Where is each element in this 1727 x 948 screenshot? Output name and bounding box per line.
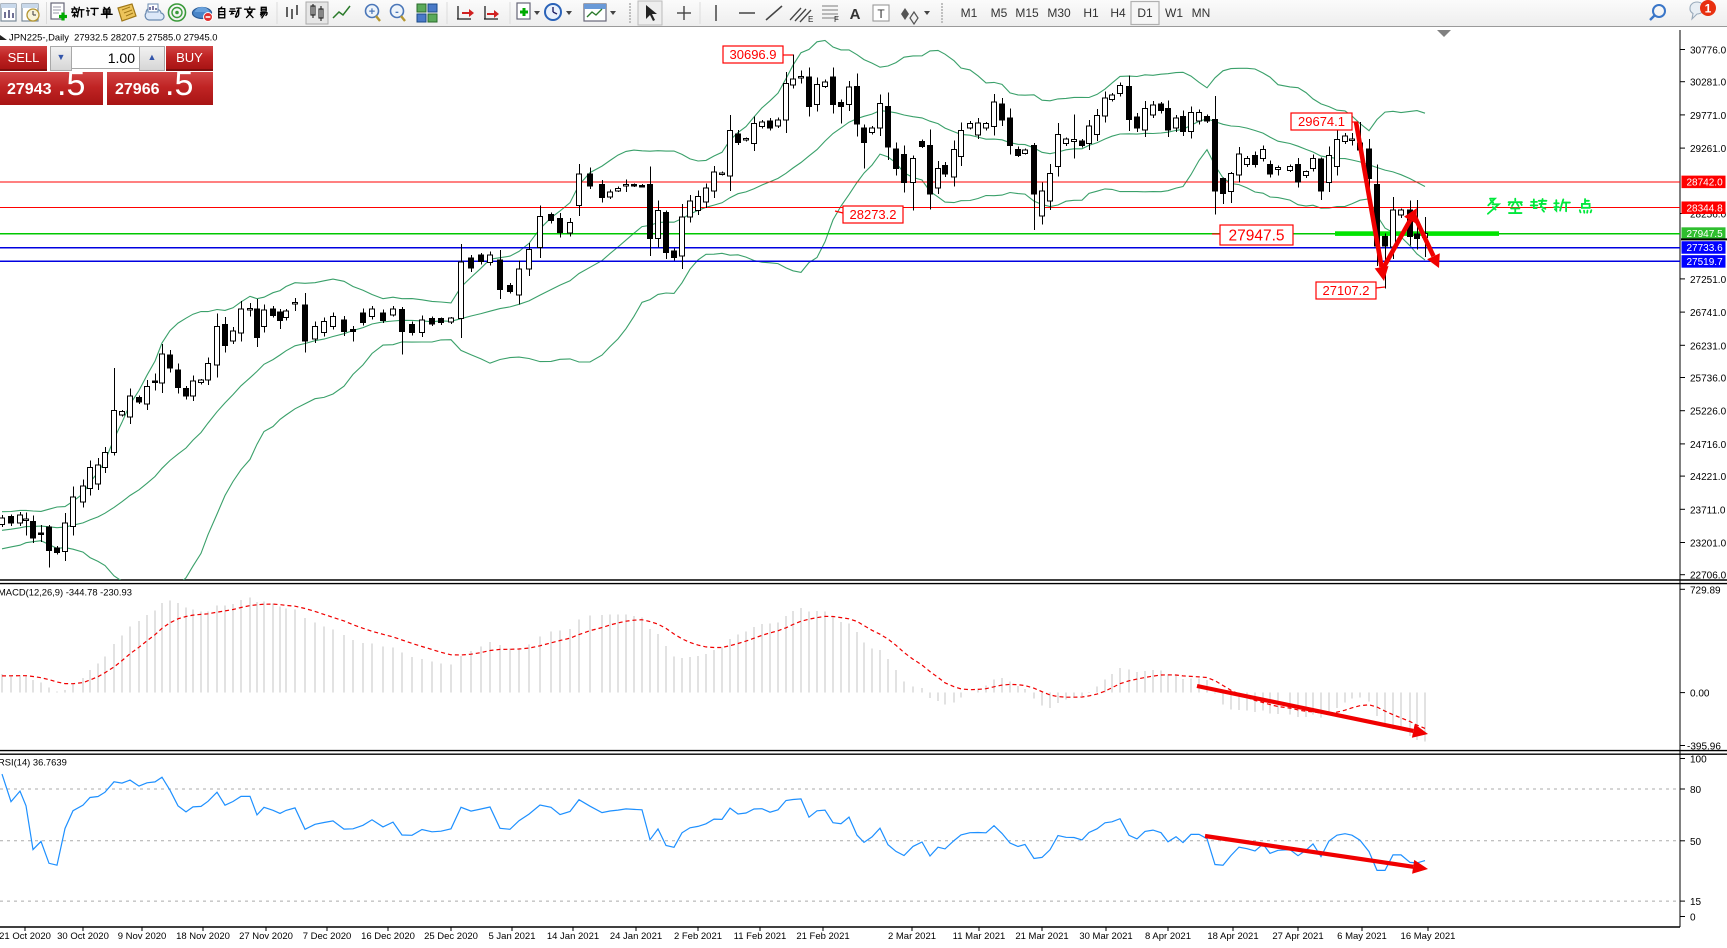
- svg-text:9 Nov 2020: 9 Nov 2020: [118, 931, 167, 942]
- svg-text:27519.7: 27519.7: [1687, 257, 1724, 268]
- svg-text:28256.0: 28256.0: [1690, 210, 1727, 221]
- svg-text:28273.2: 28273.2: [850, 207, 897, 222]
- svg-text:27 Apr 2021: 27 Apr 2021: [1272, 931, 1323, 942]
- svg-text:6 May 2021: 6 May 2021: [1337, 931, 1387, 942]
- svg-text:-395.96: -395.96: [1687, 742, 1721, 753]
- svg-text:H4: H4: [1110, 6, 1126, 20]
- svg-text:30696.9: 30696.9: [730, 47, 777, 62]
- svg-text:D1: D1: [1137, 6, 1153, 20]
- svg-text:29674.1: 29674.1: [1298, 114, 1345, 129]
- svg-text:2 Feb 2021: 2 Feb 2021: [674, 931, 722, 942]
- svg-text:28344.8: 28344.8: [1687, 203, 1724, 214]
- svg-text:25226.0: 25226.0: [1690, 407, 1727, 418]
- svg-text:21 Mar 2021: 21 Mar 2021: [1015, 931, 1068, 942]
- svg-text:MACD(12,26,9) -344.78 -230.93: MACD(12,26,9) -344.78 -230.93: [0, 587, 132, 598]
- svg-text:1: 1: [1705, 2, 1712, 16]
- svg-text:T: T: [877, 7, 885, 21]
- svg-text:JPN225-,Daily 27932.5 28207.5: JPN225-,Daily 27932.5 28207.5 27585.0 27…: [9, 32, 218, 43]
- svg-text:M5: M5: [991, 6, 1008, 20]
- svg-text:2 Mar 2021: 2 Mar 2021: [888, 931, 936, 942]
- svg-text:H1: H1: [1083, 6, 1099, 20]
- svg-text:16 May 2021: 16 May 2021: [1401, 931, 1456, 942]
- svg-text:25736.0: 25736.0: [1690, 374, 1727, 385]
- svg-text:23711.0: 23711.0: [1690, 505, 1726, 516]
- svg-text:26741.0: 26741.0: [1690, 308, 1727, 319]
- svg-text:0: 0: [1690, 913, 1696, 924]
- svg-text:+: +: [369, 6, 375, 18]
- svg-text:RSI(14) 36.7639: RSI(14) 36.7639: [0, 757, 67, 768]
- svg-text:22706.0: 22706.0: [1690, 571, 1727, 582]
- svg-text:27733.6: 27733.6: [1687, 243, 1724, 254]
- svg-text:24221.0: 24221.0: [1690, 472, 1727, 483]
- svg-text:-: -: [395, 6, 399, 18]
- svg-text:29261.0: 29261.0: [1690, 144, 1727, 155]
- svg-text:14 Jan 2021: 14 Jan 2021: [547, 931, 599, 942]
- svg-text:29771.0: 29771.0: [1690, 111, 1727, 122]
- svg-text:21 Feb 2021: 21 Feb 2021: [796, 931, 849, 942]
- svg-text:100: 100: [1690, 755, 1707, 766]
- svg-text:16 Dec 2020: 16 Dec 2020: [361, 931, 415, 942]
- svg-text:18 Nov 2020: 18 Nov 2020: [176, 931, 230, 942]
- svg-text:30776.0: 30776.0: [1690, 46, 1727, 57]
- svg-text:A: A: [850, 6, 861, 23]
- svg-text:24 Jan 2021: 24 Jan 2021: [610, 931, 662, 942]
- svg-text:27107.2: 27107.2: [1323, 283, 1370, 298]
- svg-text:F: F: [834, 15, 839, 24]
- svg-text:23201.0: 23201.0: [1690, 539, 1727, 550]
- svg-text:30 Oct 2020: 30 Oct 2020: [57, 931, 109, 942]
- svg-text:11 Mar 2021: 11 Mar 2021: [953, 931, 1006, 942]
- svg-text:28742.0: 28742.0: [1687, 177, 1724, 188]
- svg-text:80: 80: [1690, 785, 1702, 796]
- svg-text:M30: M30: [1047, 6, 1071, 20]
- svg-text:M1: M1: [961, 6, 978, 20]
- svg-text:27947.5: 27947.5: [1228, 228, 1284, 245]
- svg-text:5 Jan 2021: 5 Jan 2021: [488, 931, 535, 942]
- svg-text:W1: W1: [1165, 6, 1183, 20]
- svg-text:30281.0: 30281.0: [1690, 78, 1727, 89]
- svg-text:25 Dec 2020: 25 Dec 2020: [424, 931, 478, 942]
- svg-text:26231.0: 26231.0: [1690, 341, 1727, 352]
- svg-text:50: 50: [1690, 837, 1702, 848]
- svg-text:24716.0: 24716.0: [1690, 440, 1727, 451]
- svg-text:27947.5: 27947.5: [1687, 229, 1724, 240]
- svg-text:21 Oct 2020: 21 Oct 2020: [0, 931, 51, 942]
- svg-text:8 Apr 2021: 8 Apr 2021: [1145, 931, 1191, 942]
- svg-text:729.89: 729.89: [1690, 585, 1721, 596]
- svg-text:0.00: 0.00: [1690, 689, 1710, 700]
- svg-text:18 Apr 2021: 18 Apr 2021: [1207, 931, 1258, 942]
- svg-text:E: E: [808, 15, 813, 24]
- svg-text:27 Nov 2020: 27 Nov 2020: [239, 931, 293, 942]
- svg-text:MN: MN: [1192, 6, 1211, 20]
- svg-text:M15: M15: [1015, 6, 1039, 20]
- svg-text:27251.0: 27251.0: [1690, 275, 1727, 286]
- svg-text:15: 15: [1690, 897, 1702, 908]
- svg-text:30 Mar 2021: 30 Mar 2021: [1079, 931, 1132, 942]
- svg-text:7 Dec 2020: 7 Dec 2020: [303, 931, 352, 942]
- svg-text:11 Feb 2021: 11 Feb 2021: [734, 931, 787, 942]
